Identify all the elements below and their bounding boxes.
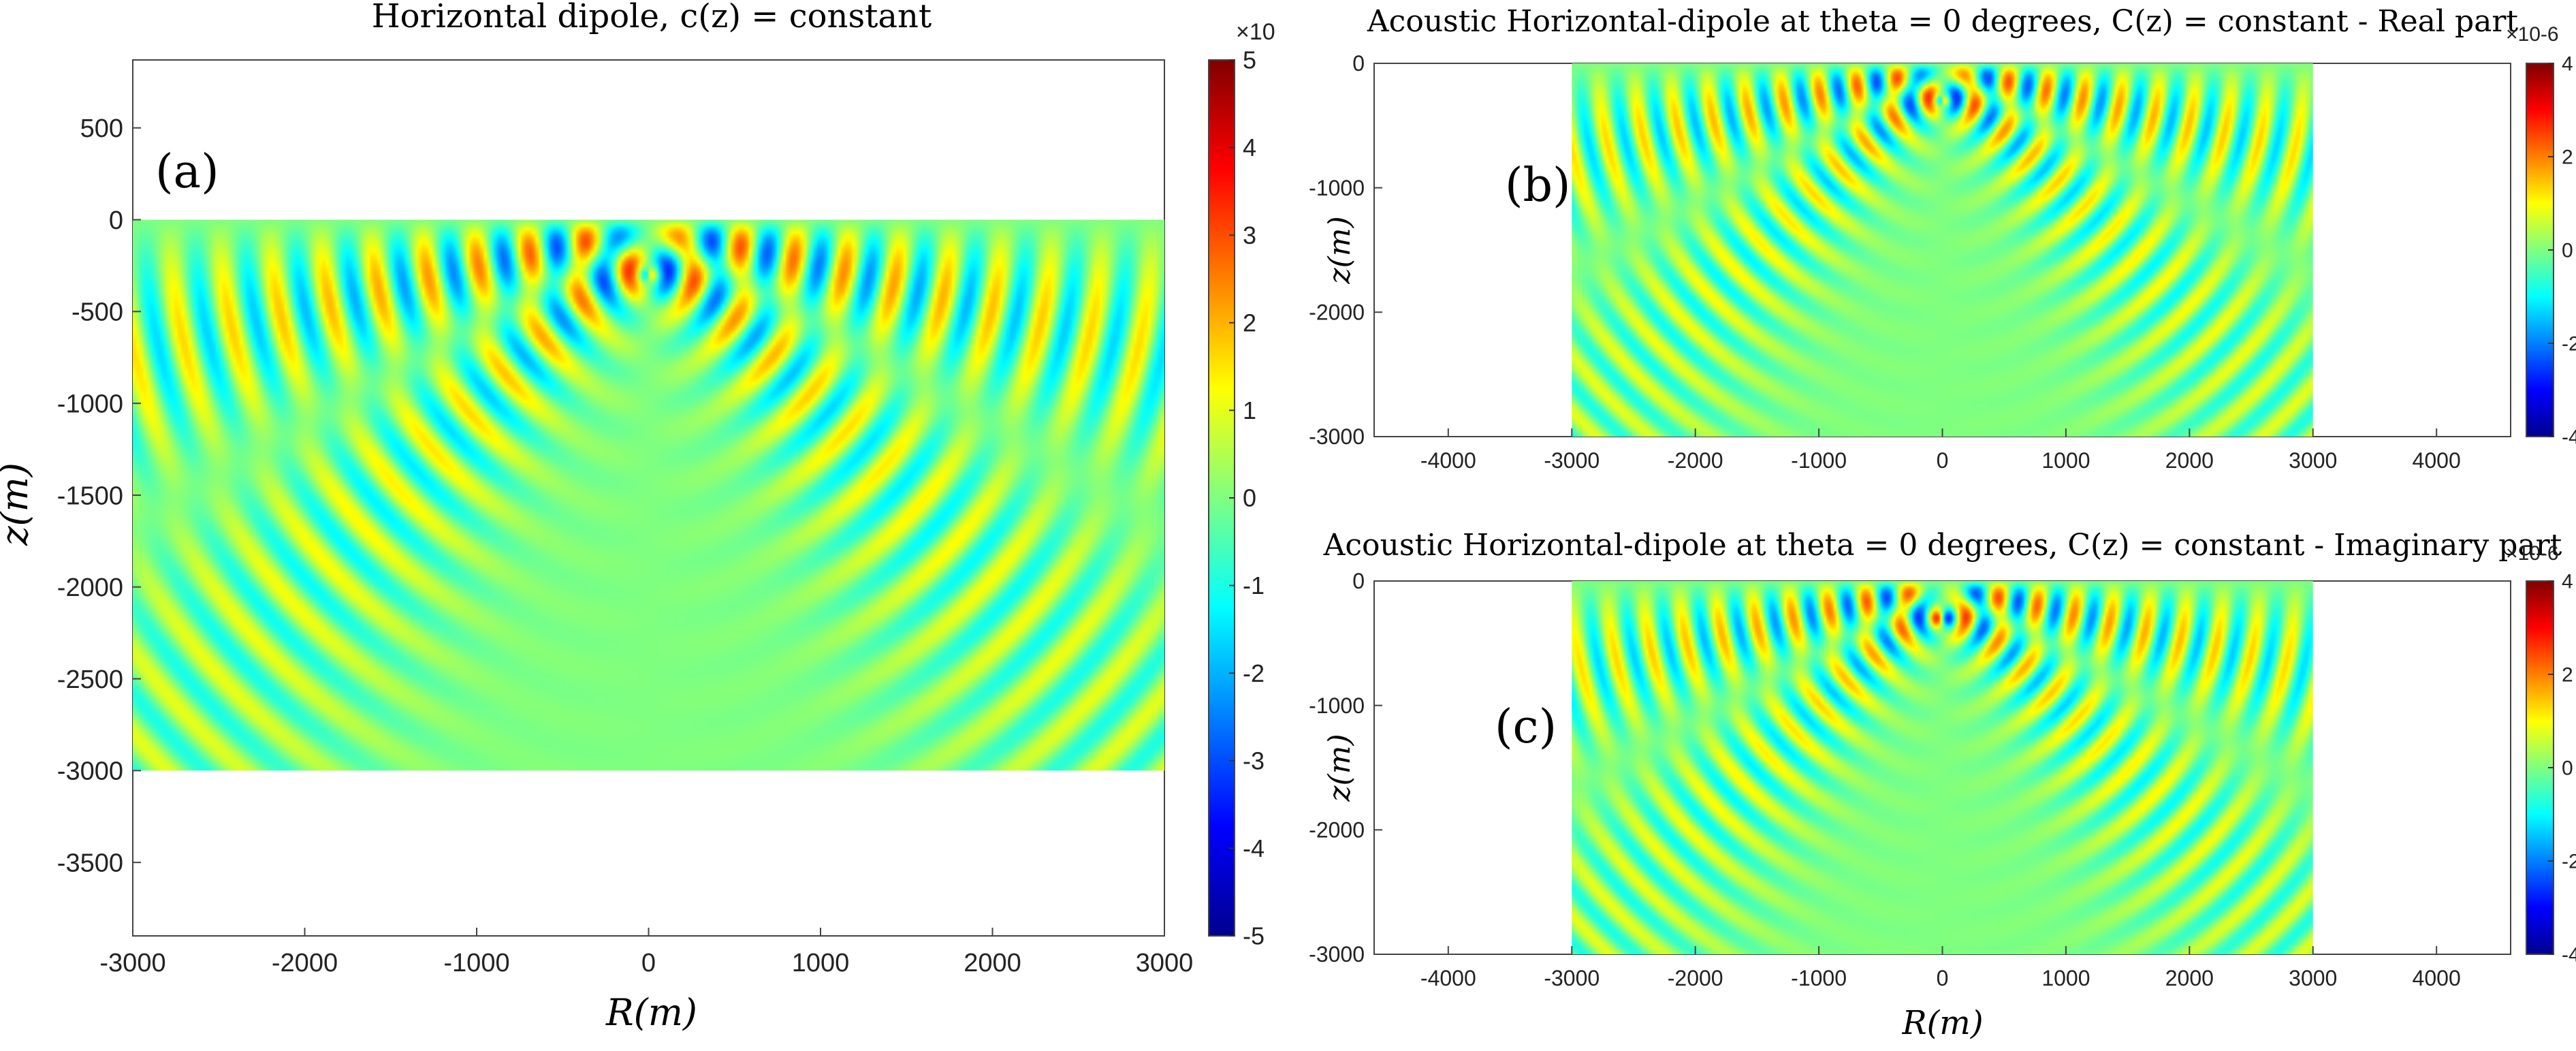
panel-b-colorbar-tick-label: -2 [2562, 333, 2576, 356]
panel-a-ytick-label: -1000 [57, 390, 123, 418]
panel-a-colorbar-ticks: 5 4 3 2 1 0 -1 -2 -3 -4 -5 [1229, 46, 1265, 950]
panel-a-xtick-label: 3000 [1136, 949, 1194, 977]
panel-c-ytick-label: -3000 [1309, 942, 1365, 967]
panel-b-xtick-label: 1000 [2041, 448, 2090, 473]
panel-a-xtick-label: -3000 [99, 949, 165, 977]
panel-b-xtick-label: -4000 [1420, 448, 1476, 473]
panel-b-ytick-label: -3000 [1309, 424, 1365, 449]
panel-a-colorbar-tick-label: 1 [1243, 396, 1256, 424]
panel-a-colorbar-tick-label: -2 [1243, 659, 1265, 687]
panel-a-heatmap [133, 219, 1164, 771]
panel-c-ylabel: z(m) [1322, 734, 1357, 802]
panel-b-xtick-label: -2000 [1668, 448, 1723, 473]
panel-a-ytick-label: -2500 [57, 665, 123, 694]
panel-b-axes: -4000 -3000 -2000 -1000 0 1000 2000 3000 4000 0 -1… [1309, 51, 2461, 473]
panel-b-colorbar-exponent: ×10-6 [2506, 23, 2559, 46]
panel-a-ytick-label: -2000 [57, 574, 123, 602]
panel-c-label: (c) [1495, 700, 1557, 754]
panel-c-ytick-label: 0 [1352, 569, 1365, 593]
panel-c-xtick-label: 0 [1937, 966, 1949, 990]
panel-a-axes: -3000 -2000 -1000 0 1000 2000 3000 500 0 -500 -100… [57, 114, 1193, 977]
panel-b-xtick-label: 3000 [2289, 448, 2337, 473]
panel-c-colorbar-ticks: 4 2 0 -2 -4 [2548, 571, 2576, 967]
panel-a-colorbar-tick-label: -5 [1243, 922, 1265, 950]
panel-a-ylabel: z(m) [0, 462, 36, 546]
panel-b-xtick-label: -3000 [1544, 448, 1600, 473]
panel-b-ytick-label: 0 [1352, 51, 1365, 76]
panel-a-colorbar-tick-label: 3 [1243, 221, 1256, 249]
panel-c-xtick-label: 3000 [2289, 966, 2337, 990]
panel-a-ytick-label: 0 [109, 206, 123, 235]
panel-a-label: (a) [155, 145, 219, 199]
panel-c-ytick-label: -2000 [1309, 818, 1365, 843]
panel-c-xtick-label: -3000 [1544, 966, 1600, 990]
panel-b-heatmap [1572, 63, 2313, 437]
panel-b-ytick-label: -1000 [1309, 176, 1365, 200]
panel-b-title: Acoustic Horizontal-dipole at theta = 0 … [1367, 4, 2518, 39]
panel-a-ytick-label: -3000 [57, 757, 123, 786]
panel-b-xtick-label: 0 [1937, 448, 1949, 473]
panel-a-colorbar-tick-label: 2 [1243, 309, 1256, 336]
panel-a-colorbar-tick-label: -1 [1243, 571, 1265, 599]
panel-a-colorbar-tick-label: 5 [1243, 46, 1256, 74]
panel-a-xtick-label: 2000 [964, 949, 1021, 977]
panel-b-xtick-label: -1000 [1791, 448, 1847, 473]
panel-a: Horizontal dipole, c(z) = constant -3000… [0, 0, 1275, 1034]
panel-c-colorbar-tick-label: -2 [2562, 851, 2576, 873]
panel-b-ylabel: z(m) [1322, 216, 1357, 284]
panel-c-colorbar-tick-label: 4 [2562, 571, 2573, 593]
panel-a-ytick-label: 500 [80, 114, 123, 143]
panel-a-xtick-label: -2000 [272, 949, 338, 977]
panel-b-colorbar-tick-label: 2 [2562, 146, 2573, 169]
panel-c-ytick-label: -1000 [1309, 693, 1365, 718]
panel-a-colorbar-tick-label: 0 [1243, 484, 1256, 512]
panel-c-xtick-label: 1000 [2041, 966, 2090, 990]
panel-a-ytick-label: -3500 [57, 849, 123, 877]
panel-c-colorbar-tick-label: -4 [2562, 944, 2576, 967]
panel-a-colorbar-exponent: ×10 [1236, 19, 1275, 45]
panel-c-colorbar-exponent: ×10-6 [2506, 542, 2559, 565]
panel-a-xtick-label: 0 [641, 949, 656, 977]
panel-c-xtick-label: -2000 [1668, 966, 1723, 990]
panel-a-title: Horizontal dipole, c(z) = constant [372, 0, 932, 35]
panel-c-xtick-label: -4000 [1420, 966, 1476, 990]
panel-a-colorbar-tick-label: -4 [1243, 834, 1265, 862]
panel-a-xlabel: R(m) [605, 991, 697, 1034]
panel-b-colorbar-tick-label: -4 [2562, 426, 2576, 449]
panel-c: Acoustic Horizontal-dipole at theta = 0 … [1309, 528, 2576, 1042]
panel-a-ytick-label: -1500 [57, 482, 123, 510]
panel-b-label: (b) [1505, 159, 1571, 213]
panel-c-xtick-label: 2000 [2165, 966, 2214, 990]
panel-c-xtick-label: -1000 [1791, 966, 1847, 990]
panel-a-colorbar-tick-label: 4 [1243, 134, 1256, 161]
panel-b-xtick-label: 2000 [2165, 448, 2214, 473]
panel-b-colorbar-tick-label: 4 [2562, 53, 2573, 76]
panel-c-axes: -4000 -3000 -2000 -1000 0 1000 2000 3000 4000 0 -1… [1309, 569, 2461, 990]
panel-c-colorbar-tick-label: 0 [2562, 757, 2573, 780]
panel-b-colorbar-ticks: 4 2 0 -2 -4 [2548, 53, 2576, 449]
panel-c-colorbar-tick-label: 2 [2562, 664, 2573, 687]
panel-c-xtick-label: 4000 [2413, 966, 2461, 990]
panel-c-heatmap [1572, 581, 2313, 954]
panel-a-xtick-label: 1000 [792, 949, 850, 977]
panel-c-xlabel: R(m) [1901, 1004, 1983, 1042]
panel-b-xtick-label: 4000 [2413, 448, 2461, 473]
panel-b-colorbar-tick-label: 0 [2562, 240, 2573, 262]
panel-a-colorbar-tick-label: -3 [1243, 747, 1265, 774]
panel-b-ytick-label: -2000 [1309, 300, 1365, 325]
panel-a-ytick-label: -500 [71, 298, 123, 327]
panel-a-xtick-label: -1000 [443, 949, 509, 977]
panel-c-title: Acoustic Horizontal-dipole at theta = 0 … [1323, 528, 2562, 563]
panel-b: Acoustic Horizontal-dipole at theta = 0 … [1309, 4, 2576, 473]
